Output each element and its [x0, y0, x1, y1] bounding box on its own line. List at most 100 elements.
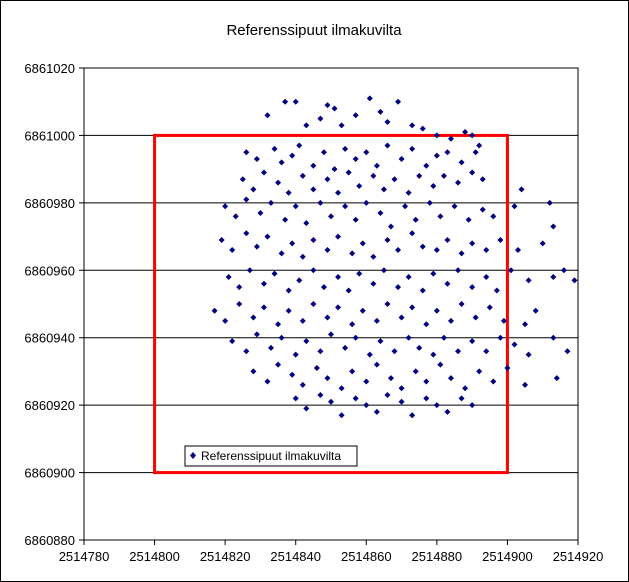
data-point	[458, 250, 465, 257]
data-point	[377, 108, 384, 115]
data-point	[419, 243, 426, 250]
data-point	[525, 351, 532, 358]
data-point	[236, 301, 243, 307]
data-point	[387, 223, 394, 230]
data-point	[338, 412, 345, 419]
data-point	[433, 132, 440, 139]
data-point	[525, 277, 532, 284]
data-point	[444, 236, 451, 243]
data-point	[476, 368, 483, 375]
data-point	[328, 398, 334, 405]
data-point	[504, 365, 511, 372]
chart-title: Referenssipuut ilmakuvilta	[226, 22, 402, 39]
data-point	[345, 287, 352, 294]
data-point	[402, 203, 409, 210]
data-point	[515, 247, 522, 254]
data-point	[416, 172, 423, 179]
data-point	[229, 247, 236, 254]
data-point	[331, 166, 338, 173]
data-point	[444, 149, 451, 156]
data-point	[352, 334, 359, 341]
data-point	[472, 149, 479, 156]
data-point	[469, 402, 476, 409]
data-point	[377, 209, 384, 216]
data-point	[292, 203, 299, 210]
data-point	[292, 98, 299, 105]
data-point	[412, 216, 419, 223]
data-point	[437, 213, 444, 220]
data-point	[363, 378, 370, 385]
data-point	[377, 338, 384, 345]
data-point	[384, 301, 391, 307]
data-point	[250, 314, 257, 321]
data-point	[553, 375, 560, 382]
data-point	[232, 213, 239, 220]
data-point	[398, 156, 405, 163]
data-point	[405, 274, 412, 281]
data-point	[373, 408, 380, 415]
data-point	[250, 368, 257, 375]
data-point	[462, 385, 469, 392]
data-point	[423, 162, 430, 169]
data-point	[511, 203, 518, 210]
legend-label: Referenssipuut ilmakuvilta	[201, 449, 341, 463]
data-points	[211, 95, 578, 419]
data-point	[352, 156, 359, 163]
y-tick-label: 6861020	[24, 61, 75, 76]
data-point	[366, 95, 373, 102]
y-tick-label: 6860880	[24, 533, 75, 548]
data-point	[299, 253, 306, 260]
data-point	[483, 274, 490, 281]
data-point	[493, 287, 500, 294]
data-point	[423, 321, 430, 328]
data-point	[352, 395, 359, 402]
data-point	[430, 183, 437, 189]
data-point	[324, 176, 331, 183]
data-point	[490, 378, 497, 385]
data-point	[465, 216, 472, 223]
data-point	[282, 216, 289, 223]
data-point	[303, 220, 310, 227]
legend-marker-icon	[190, 452, 196, 459]
data-point	[539, 240, 546, 247]
data-point	[366, 351, 373, 358]
data-point	[278, 334, 285, 341]
data-point	[349, 321, 356, 328]
data-point	[458, 301, 465, 307]
x-axis-ticks: 2514780 2514800 2514820 2514840 2514860 25148…	[59, 540, 604, 564]
data-point	[246, 267, 253, 274]
data-point	[384, 392, 391, 399]
data-point	[433, 152, 440, 159]
data-point	[328, 213, 334, 220]
data-point	[303, 122, 310, 129]
data-point	[268, 199, 275, 206]
data-point	[380, 186, 387, 193]
data-point	[243, 348, 250, 355]
data-point	[469, 338, 476, 345]
x-tick-label: 2514880	[412, 549, 463, 564]
data-point	[222, 317, 229, 324]
data-point	[373, 162, 380, 169]
x-tick-label: 2514920	[553, 549, 604, 564]
data-point	[211, 307, 218, 314]
data-point	[324, 102, 331, 109]
data-point	[285, 287, 292, 294]
data-point	[359, 240, 366, 247]
data-point	[356, 270, 363, 277]
data-point	[264, 112, 271, 119]
data-point	[260, 169, 267, 176]
data-point	[398, 314, 405, 321]
data-point	[455, 179, 462, 186]
data-point	[317, 348, 324, 355]
data-point	[299, 317, 306, 324]
plot-area-border	[83, 67, 579, 541]
data-point	[296, 142, 303, 149]
data-point	[532, 307, 539, 314]
data-point	[387, 375, 394, 382]
x-tick-label: 2514800	[129, 549, 180, 564]
data-point	[271, 270, 278, 277]
data-point	[218, 236, 225, 243]
data-point	[419, 287, 426, 294]
data-point	[363, 149, 370, 156]
